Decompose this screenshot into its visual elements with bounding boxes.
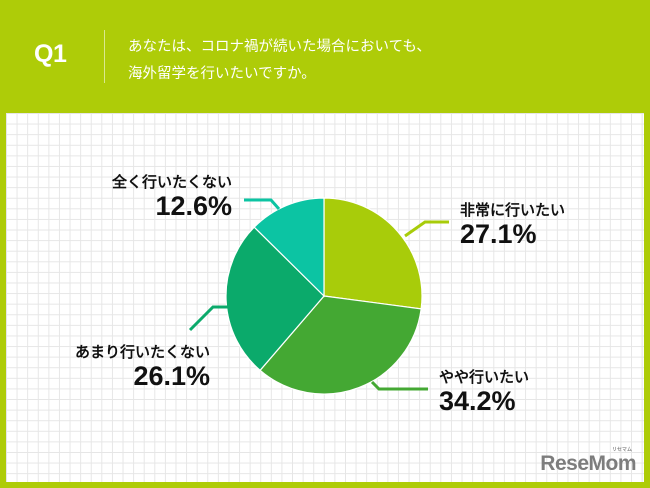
- logo-subtext: リセマム: [611, 447, 632, 453]
- pie-slice-very-much: [323, 197, 423, 310]
- question-text: あなたは、コロナ禍が続いた場合においても、 海外留学を行いたいですか。: [128, 34, 431, 88]
- question-banner: Q1 あなたは、コロナ禍が続いた場合においても、 海外留学を行いたいですか。: [0, 0, 650, 113]
- pie-slice-not-at-all: [253, 197, 325, 298]
- label-not-at-all-name: 全く行いたくない: [111, 173, 232, 191]
- label-not-much-pct: 26.1%: [133, 361, 210, 391]
- leader-line-somewhat: [370, 380, 428, 391]
- leader-line-very-much: [404, 220, 449, 238]
- label-not-much: あまり行いたくない 26.1%: [75, 343, 210, 391]
- question-line-2: 海外留学を行いたいですか。: [128, 66, 316, 82]
- label-somewhat-name: やや行いたい: [439, 368, 530, 386]
- label-not-much-name: あまり行いたくない: [74, 343, 210, 361]
- resemom-logo: リセマム ReseMom: [540, 447, 636, 476]
- label-very-much-pct: 27.1%: [460, 219, 537, 249]
- label-very-much: 非常に行いたい 27.1%: [460, 201, 565, 249]
- label-not-at-all: 全く行いたくない 12.6%: [112, 173, 232, 221]
- question-number: Q1: [34, 40, 67, 68]
- label-somewhat: やや行いたい 34.2%: [439, 368, 529, 416]
- logo-text: ReseMom: [540, 452, 636, 475]
- label-not-at-all-pct: 12.6%: [155, 191, 232, 221]
- leader-line-not-much: [188, 305, 230, 332]
- question-line-1: あなたは、コロナ禍が続いた場合においても、: [128, 39, 431, 55]
- leader-lines: [188, 198, 449, 391]
- pie-slice-somewhat: [259, 295, 422, 395]
- pie-slice-not-much: [225, 226, 325, 372]
- leader-line-not-at-all: [244, 198, 281, 210]
- header-divider: [104, 30, 105, 83]
- label-somewhat-pct: 34.2%: [439, 386, 516, 416]
- pie-slices: [225, 197, 423, 395]
- label-very-much-name: 非常に行いたい: [460, 201, 566, 219]
